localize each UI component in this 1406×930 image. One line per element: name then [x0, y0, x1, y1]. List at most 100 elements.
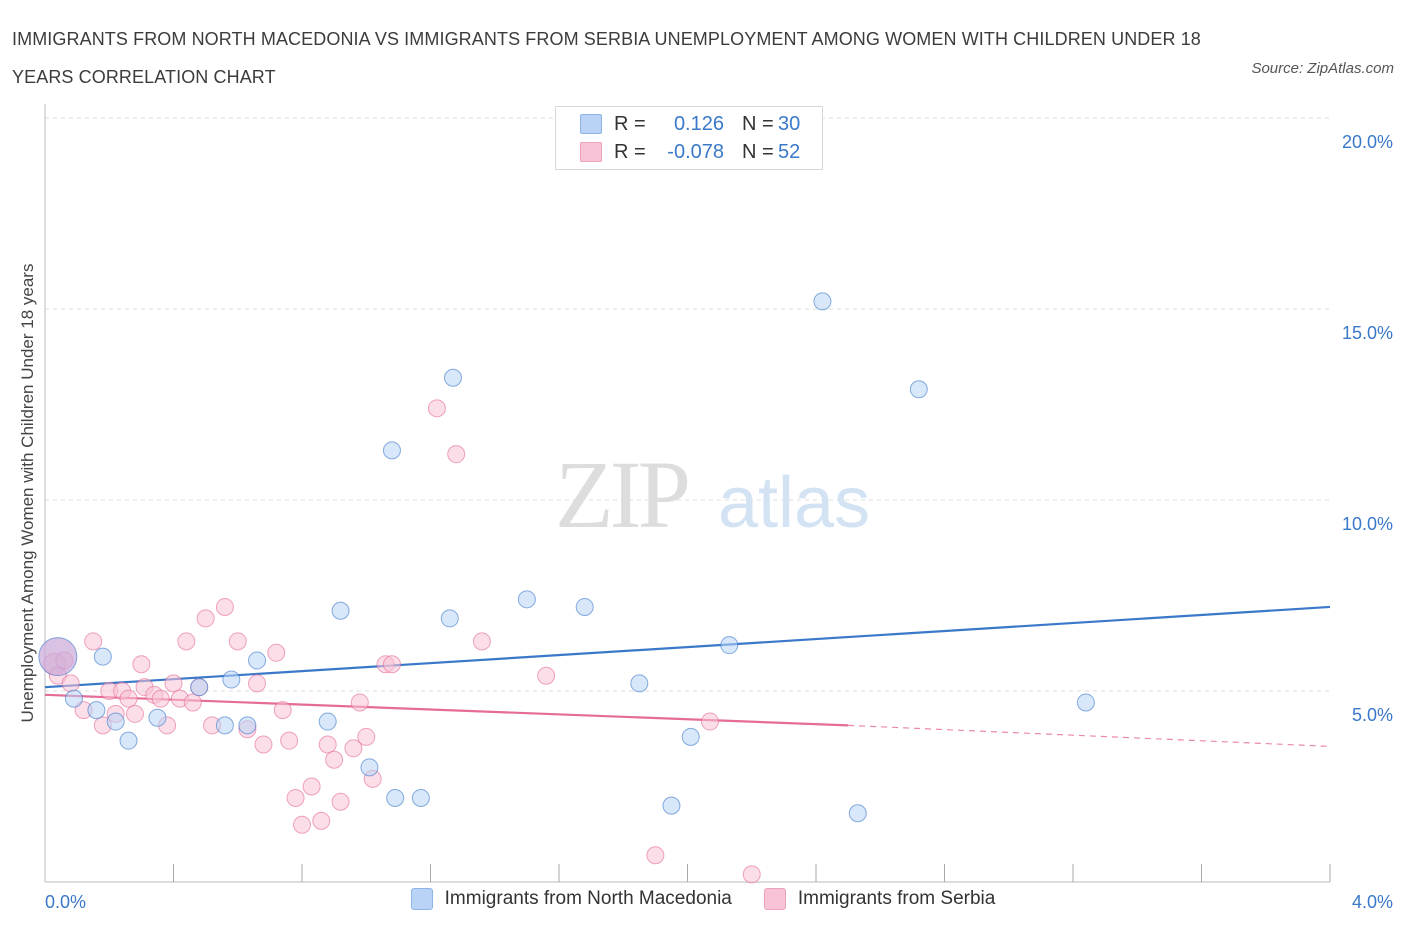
legend-swatch-blue	[580, 114, 602, 134]
legend-n-label: N =	[742, 140, 774, 163]
point-north-macedonia	[318, 712, 337, 731]
series-name: Immigrants from Serbia	[797, 888, 996, 909]
legend-r-label: R =	[614, 140, 646, 163]
point-serbia	[273, 701, 292, 720]
point-north-macedonia	[411, 788, 430, 807]
legend-n-value: 30	[778, 112, 801, 135]
series-legend: Immigrants from North Macedonia Immigran…	[0, 888, 1406, 910]
series-swatch-pink	[763, 888, 786, 910]
legend-r-label: R =	[614, 112, 646, 135]
point-serbia	[248, 674, 267, 693]
point-north-macedonia	[93, 647, 112, 666]
legend-n-label: N =	[742, 112, 774, 135]
point-serbia	[151, 689, 170, 708]
point-north-macedonia	[64, 689, 83, 708]
point-north-macedonia	[720, 636, 739, 655]
point-serbia	[350, 693, 369, 712]
point-serbia	[427, 399, 446, 418]
point-north-macedonia	[238, 716, 257, 735]
series-legend-serbia: Immigrants from Serbia	[763, 888, 996, 910]
point-serbia	[254, 735, 273, 754]
point-serbia	[125, 704, 144, 723]
point-serbia	[280, 731, 299, 750]
point-serbia	[646, 846, 665, 865]
x-tick-label: 0.0%	[45, 892, 86, 912]
point-serbia	[164, 674, 183, 693]
legend-swatch-pink	[580, 142, 602, 162]
point-serbia	[119, 689, 138, 708]
axes	[44, 104, 1331, 883]
point-north-macedonia	[248, 651, 267, 670]
point-north-macedonia	[87, 701, 106, 720]
point-serbia	[293, 815, 311, 834]
point-serbia	[177, 632, 196, 651]
point-north-macedonia	[440, 609, 459, 628]
point-north-macedonia	[681, 727, 700, 746]
x-tick-label: 4.0%	[1352, 892, 1393, 912]
watermark-zip: ZIP	[555, 441, 688, 548]
point-north-macedonia	[575, 597, 594, 616]
point-north-macedonia	[813, 292, 832, 311]
point-north-macedonia	[386, 788, 405, 807]
point-serbia	[382, 655, 401, 674]
point-north-macedonia	[443, 368, 462, 387]
point-serbia	[700, 712, 719, 731]
trendline-serbia-extension	[848, 724, 1331, 747]
y-tick-label: 10.0%	[1342, 514, 1393, 534]
point-serbia	[267, 643, 286, 662]
legend-row-north-macedonia: R = 0.126 N = 30	[556, 110, 800, 138]
y-tick-label: 5.0%	[1352, 705, 1393, 725]
legend-r-value: 0.126	[673, 112, 724, 135]
y-tick-label: 15.0%	[1342, 323, 1393, 343]
legend-row-serbia: R = -0.078 N = 52	[556, 138, 800, 166]
point-serbia	[344, 739, 363, 758]
point-north-macedonia	[848, 804, 867, 823]
point-serbia	[325, 750, 344, 769]
point-north-macedonia	[909, 380, 928, 399]
chart-title: IMMIGRANTS FROM NORTH MACEDONIA VS IMMIG…	[12, 29, 1201, 87]
point-serbia	[61, 674, 80, 693]
data-points	[38, 292, 1095, 884]
point-serbia	[447, 445, 466, 464]
point-north-macedonia	[190, 678, 209, 697]
point-serbia	[215, 597, 234, 616]
point-north-macedonia	[119, 731, 138, 750]
legend-n-value: 52	[778, 140, 801, 163]
point-north-macedonia	[662, 796, 681, 815]
point-serbia	[742, 865, 761, 884]
point-north-macedonia	[148, 708, 167, 727]
legend-r-value: -0.078	[667, 140, 724, 163]
point-serbia	[357, 727, 376, 746]
point-serbia	[312, 811, 331, 830]
point-north-macedonia	[106, 712, 125, 731]
point-serbia	[228, 632, 247, 651]
watermark: ZIP atlas	[555, 441, 870, 548]
watermark-atlas: atlas	[718, 463, 870, 543]
point-serbia	[286, 788, 305, 807]
correlation-legend: R = 0.126 N = 30 R = -0.078 N = 52	[555, 106, 823, 170]
y-tick-label: 20.0%	[1342, 132, 1393, 152]
point-north-macedonia	[360, 758, 379, 777]
point-serbia	[318, 735, 337, 754]
tick-labels: 5.0% 10.0% 15.0% 20.0% 0.0% 4.0%	[45, 132, 1393, 912]
point-north-macedonia	[331, 601, 350, 620]
point-serbia	[331, 792, 350, 811]
point-north-macedonia	[517, 590, 536, 609]
series-name: Immigrants from North Macedonia	[444, 888, 732, 909]
point-north-macedonia	[630, 674, 649, 693]
point-north-macedonia	[382, 441, 401, 460]
point-serbia	[472, 632, 491, 651]
point-north-macedonia	[1076, 693, 1095, 712]
point-serbia	[183, 693, 202, 712]
series-legend-north-macedonia: Immigrants from North Macedonia	[410, 888, 732, 910]
trendline-north-macedonia	[44, 605, 1331, 689]
point-serbia	[196, 609, 215, 628]
point-north-macedonia	[38, 637, 78, 677]
point-serbia	[132, 655, 151, 674]
source-label: Source: ZipAtlas.com	[1251, 60, 1394, 77]
point-serbia	[302, 777, 321, 796]
point-north-macedonia	[215, 716, 234, 735]
series-swatch-blue	[410, 888, 433, 910]
point-serbia	[537, 666, 556, 685]
point-north-macedonia	[222, 670, 241, 689]
